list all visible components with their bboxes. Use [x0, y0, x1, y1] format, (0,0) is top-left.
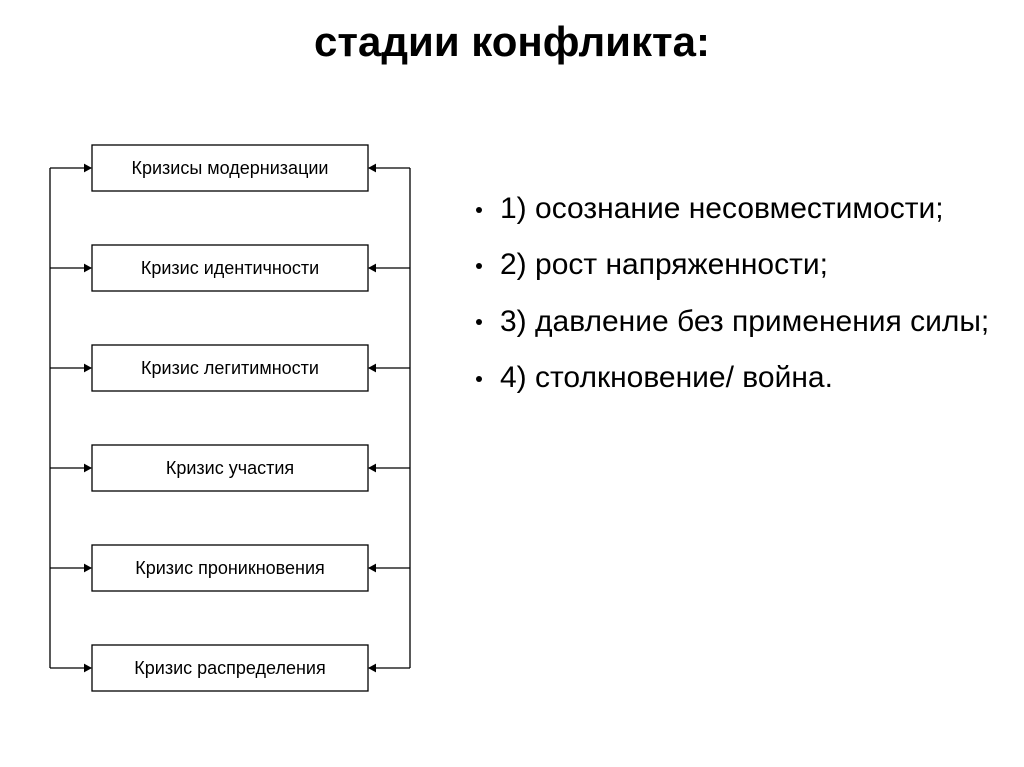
- diagram-node-label: Кризис легитимности: [141, 358, 319, 378]
- list-item: 1) осознание несовместимости;: [470, 190, 990, 228]
- bullet-icon: [476, 207, 482, 213]
- stage-list-ul: 1) осознание несовместимости; 2) рост нап…: [470, 190, 990, 398]
- bullet-icon: [476, 376, 482, 382]
- list-item: 4) столкновение/ война.: [470, 359, 990, 397]
- crisis-diagram: Кризисы модернизации Кризис идентичности К…: [30, 115, 430, 725]
- diagram-node-label: Кризис идентичности: [141, 258, 319, 278]
- list-item-text: 2) рост напряженности;: [500, 246, 990, 284]
- list-item-text: 1) осознание несовместимости;: [500, 190, 990, 228]
- diagram-node-label: Кризисы модернизации: [132, 158, 329, 178]
- diagram-node-label: Кризис участия: [166, 458, 294, 478]
- bullet-icon: [476, 263, 482, 269]
- list-item-text: 4) столкновение/ война.: [500, 359, 990, 397]
- list-item: 3) давление без применения силы;: [470, 303, 990, 341]
- list-item: 2) рост напряженности;: [470, 246, 990, 284]
- bullet-icon: [476, 319, 482, 325]
- list-item-text: 3) давление без применения силы;: [500, 303, 990, 341]
- stage-list: 1) осознание несовместимости; 2) рост нап…: [470, 190, 990, 416]
- diagram-node-label: Кризис проникновения: [135, 558, 325, 578]
- diagram-node-label: Кризис распределения: [134, 658, 325, 678]
- page-title: стадии конфликта:: [0, 18, 1024, 66]
- slide: стадии конфликта: Кризисы модернизацииКр…: [0, 0, 1024, 767]
